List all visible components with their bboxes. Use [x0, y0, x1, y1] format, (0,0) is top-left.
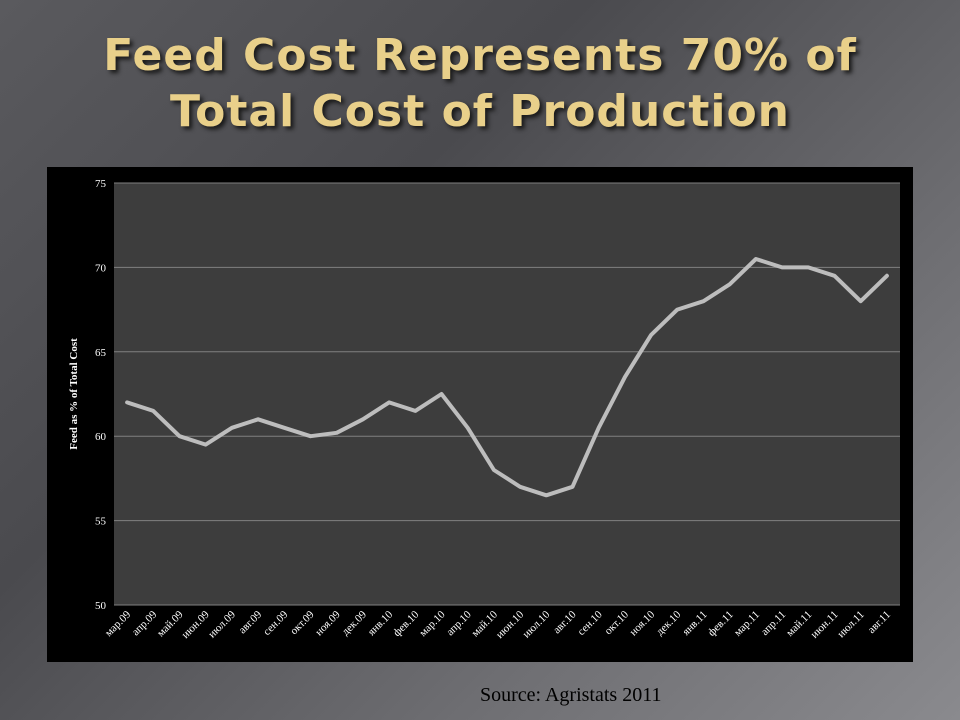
source-citation: Source: Agristats 2011: [480, 684, 662, 706]
title-line-1: Feed Cost Represents 70% of: [103, 30, 857, 81]
slide-title: Feed Cost Represents 70% of Total Cost o…: [60, 28, 900, 140]
series-line: [125, 257, 889, 498]
title-line-2: Total Cost of Production: [169, 86, 791, 137]
y-axis-label: Feed as % of Total Cost: [68, 338, 80, 450]
x-tick-label: авг.10: [551, 608, 579, 636]
x-tick-label: фев.10: [391, 608, 422, 639]
x-tick-label: июл.10: [521, 608, 553, 640]
x-tick-label: мар.10: [417, 608, 448, 639]
y-tick-label: 50: [95, 600, 107, 612]
x-tick-label: мар.11: [732, 609, 762, 639]
x-tick-label: июл.09: [206, 608, 238, 640]
y-tick-label: 60: [95, 431, 107, 443]
y-tick-label: 75: [95, 178, 107, 190]
x-tick-label: июн.09: [179, 608, 212, 641]
x-tick-label: дек.10: [654, 608, 684, 638]
y-tick-label: 70: [95, 262, 107, 274]
x-tick-label: мар.09: [103, 608, 134, 639]
x-tick-label: авг.11: [866, 609, 893, 636]
x-tick-label: авг.09: [237, 608, 265, 636]
x-tick-label: янв.10: [366, 608, 396, 638]
gridlines: [114, 182, 900, 606]
x-tick-label: апр.09: [130, 608, 160, 638]
x-tick-label: июл.11: [835, 609, 867, 641]
y-tick-label: 65: [95, 347, 107, 359]
y-tick-label: 55: [95, 516, 107, 528]
x-tick-label: апр.10: [444, 608, 474, 638]
plot-area: [114, 183, 900, 605]
x-tick-label: ноя.10: [628, 608, 658, 638]
x-tick-label: фев.11: [706, 609, 736, 639]
x-tick-label: янв.11: [680, 609, 709, 638]
x-tick-label: дек.09: [340, 608, 370, 638]
x-tick-label: сен.10: [575, 608, 605, 638]
x-tick-label: сен.09: [261, 608, 291, 638]
x-tick-label: апр.11: [759, 609, 788, 638]
x-tick-label: июн.10: [494, 608, 527, 641]
x-axis-ticks: мар.09апр.09май.09июн.09июл.09авг.09сен.…: [103, 608, 893, 641]
x-tick-label: окт.09: [288, 608, 317, 637]
chart-container: 50 55 60 65 70 75 мар.09 апр.09 май.09 июн.09 июл…: [47, 167, 913, 662]
x-tick-label: ноя.09: [313, 608, 343, 638]
line-chart: 50 55 60 65 70 75 мар.09апр.09май.09июн.09июл…: [68, 178, 900, 641]
x-tick-label: окт.10: [602, 608, 631, 637]
y-axis-ticks: 50 55 60 65 70 75: [95, 178, 107, 612]
x-tick-label: июн.11: [809, 609, 841, 641]
